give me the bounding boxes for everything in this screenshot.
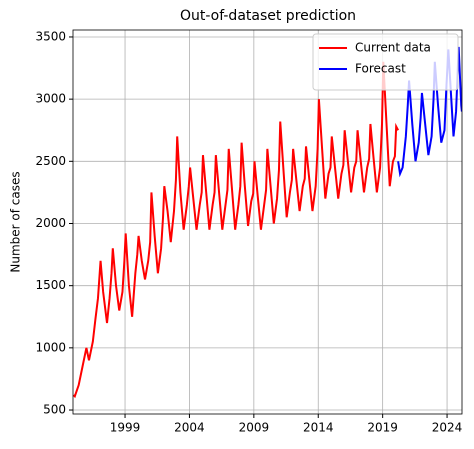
y-tick-label: 500 (43, 403, 66, 417)
data-line (73, 61, 399, 399)
x-tick-label: 2009 (239, 421, 270, 435)
legend-label: Current data (355, 41, 431, 55)
x-tick-label: 2014 (303, 421, 334, 435)
y-tick-label: 2000 (35, 216, 66, 230)
y-tick-label: 2500 (35, 154, 66, 168)
legend-label: Forecast (355, 62, 406, 76)
y-tick-label: 3500 (35, 29, 66, 43)
x-tick-label: 1999 (110, 421, 141, 435)
x-tick-label: 2024 (432, 421, 463, 435)
y-tick-label: 1000 (35, 340, 66, 354)
y-tick-label: 1500 (35, 278, 66, 292)
x-tick-label: 2019 (367, 421, 398, 435)
chart-title: Out-of-dataset prediction (180, 8, 356, 24)
y-tick-label: 3000 (35, 92, 66, 106)
plot-frame (72, 29, 463, 415)
data-line (397, 46, 462, 178)
x-tick-label: 2004 (174, 421, 205, 435)
legend-box (312, 33, 459, 91)
y-axis-label: Number of cases (9, 171, 23, 272)
